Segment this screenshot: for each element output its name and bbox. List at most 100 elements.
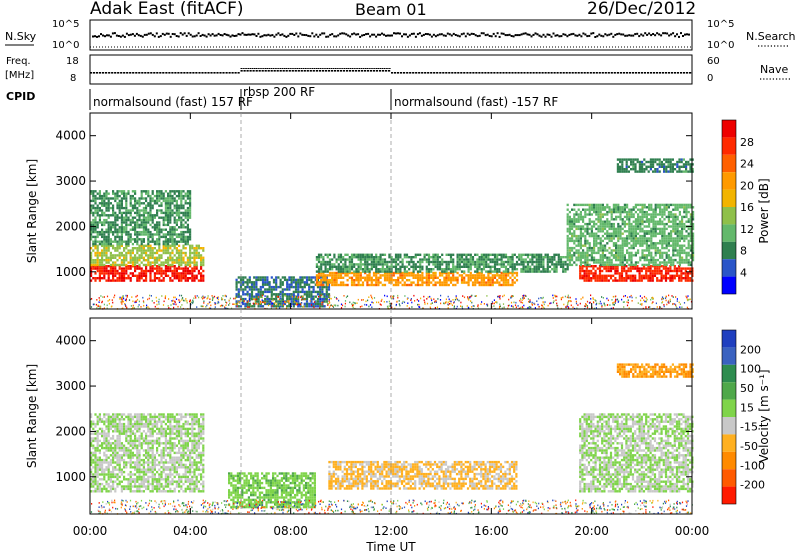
nsky-point [460, 33, 463, 36]
nsky-point [454, 34, 457, 36]
colorbar-tick-label-1: 24 [740, 158, 754, 171]
nave-point [313, 68, 316, 69]
freq-point [550, 72, 553, 74]
nsky-point [367, 32, 370, 35]
freq-point [409, 72, 412, 74]
nsky-point [249, 33, 252, 36]
colorbar-tick-label-7: -200 [740, 479, 765, 492]
freq-point [306, 70, 309, 72]
nsky-point [432, 33, 435, 36]
freq-point [189, 72, 192, 74]
nsky-point [604, 33, 607, 36]
nsky-point [466, 32, 469, 35]
nsky-point [682, 35, 684, 37]
x-axis-label: Time UT [365, 540, 416, 554]
freq-point [270, 70, 273, 72]
nsky-series [90, 32, 692, 48]
colorbar-swatch [722, 347, 736, 365]
nsky-point [492, 32, 495, 35]
nsky-point [181, 33, 184, 36]
colorbar-tick-label-6: -100 [740, 459, 765, 472]
nsky-point [678, 35, 680, 38]
nsky-point [510, 35, 513, 37]
colorbar-tick-label-2: 20 [740, 179, 754, 192]
freq-point [502, 72, 505, 74]
nave-point [246, 68, 248, 69]
nave-point [372, 68, 374, 69]
nsky-point [195, 34, 198, 37]
nsky-point [640, 33, 643, 36]
nsky-point [209, 34, 212, 37]
nsky-point [143, 33, 146, 36]
freq-point [442, 72, 445, 74]
nsky-point [127, 34, 130, 37]
nsky-point [359, 35, 362, 38]
nsky-point [530, 35, 533, 38]
nave-point [291, 68, 293, 69]
power-colorbar: 28 24 20 16 12 8 4 [721, 119, 754, 295]
nave-point [317, 68, 320, 69]
nsky-tick-left-top: 10^5 [52, 19, 79, 30]
power-colorbar-label: Power [dB] [757, 178, 771, 243]
colorbar-swatch [722, 259, 736, 277]
freq-point [547, 72, 550, 74]
freq-point [526, 72, 529, 74]
freq-point [592, 72, 595, 74]
freq-point [481, 72, 484, 74]
colorbar-swatch [722, 120, 736, 138]
freq-point [297, 70, 300, 72]
nsky-point [462, 32, 465, 35]
freq-point [664, 72, 668, 74]
freq-point [108, 72, 111, 74]
freq-point [333, 70, 336, 72]
nsky-point [408, 34, 411, 37]
power-y-tick-label-1: 2000 [55, 219, 86, 233]
freq-point [586, 72, 589, 74]
nave-point [319, 68, 321, 69]
nsky-point [588, 34, 591, 37]
nave-point [379, 68, 382, 69]
nsky-point [534, 32, 537, 35]
station-title: Adak East (fitACF) [90, 0, 244, 19]
nsky-point [309, 35, 312, 38]
freq-point [454, 72, 457, 74]
nsky-point [177, 35, 180, 38]
nsky-point [572, 32, 575, 35]
nsky-point [131, 33, 134, 36]
nsky-point [401, 35, 403, 38]
freq-point [123, 72, 126, 74]
nsky-point [646, 33, 649, 36]
nave-point [300, 68, 303, 69]
nsky-point [428, 33, 431, 36]
freq-point [192, 72, 195, 74]
nsky-point [223, 33, 226, 35]
colorbar-tick-label-6: 4 [740, 266, 747, 279]
freq-point [357, 70, 361, 72]
freq-point [655, 72, 659, 74]
nsky-point [540, 35, 543, 38]
nsky-point [331, 33, 334, 36]
nsky-point [345, 33, 348, 36]
velocity-y-axis-label: Slant Range [km] [25, 364, 39, 468]
freq-point [559, 72, 562, 74]
nsky-point [618, 32, 621, 35]
nsky-point [183, 32, 186, 35]
nsky-point [542, 33, 545, 36]
nsky-point [265, 34, 268, 37]
nsky-point [684, 33, 686, 36]
freq-point [336, 70, 339, 72]
freq-point [249, 70, 252, 72]
colorbar-tick-label-4: 12 [740, 223, 754, 236]
nave-point [272, 68, 274, 69]
nsky-point [642, 34, 645, 37]
nave-point [389, 68, 391, 69]
freq-point [472, 72, 475, 74]
nsky-point [167, 32, 170, 35]
power-region-2 [90, 190, 192, 246]
nsky-point [269, 34, 272, 37]
nsky-point [285, 35, 288, 38]
freq-point [207, 72, 210, 74]
freq-point [144, 72, 147, 74]
colorbar-swatch [722, 486, 736, 504]
nsky-point [283, 34, 286, 37]
